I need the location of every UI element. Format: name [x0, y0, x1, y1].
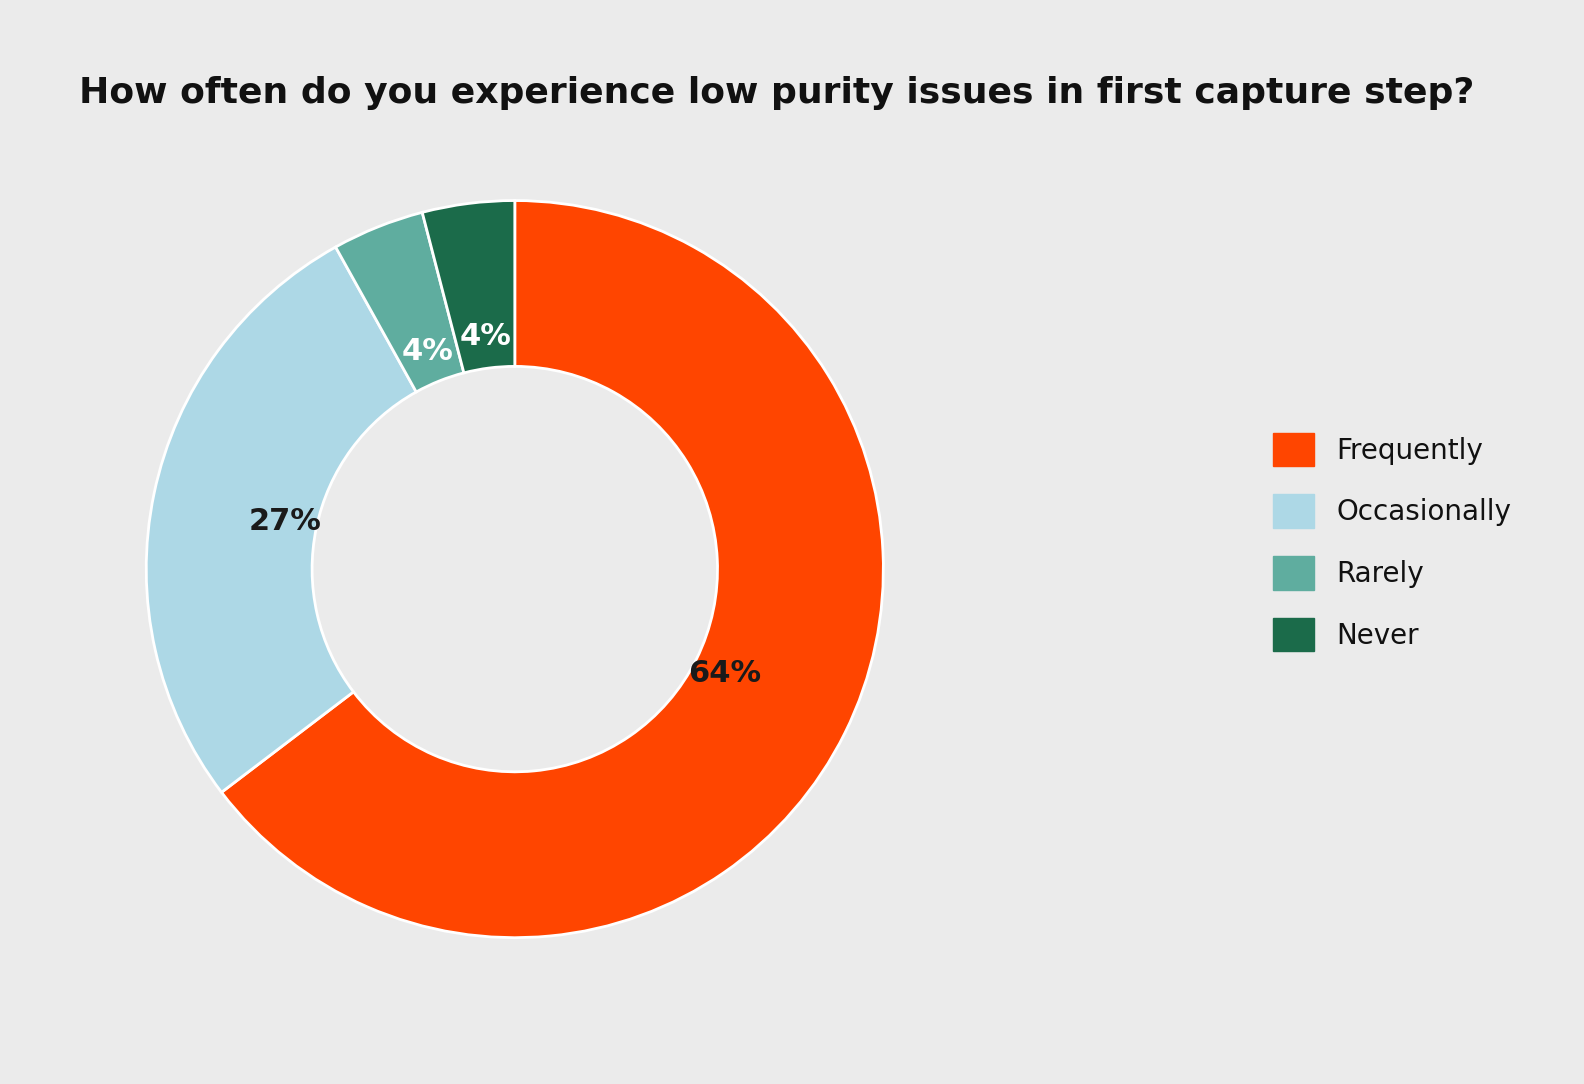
Legend: Frequently, Occasionally, Rarely, Never: Frequently, Occasionally, Rarely, Never [1261, 422, 1522, 662]
Text: 4%: 4% [459, 322, 512, 351]
Wedge shape [146, 247, 417, 792]
Text: 4%: 4% [402, 337, 453, 366]
Text: 64%: 64% [687, 659, 762, 687]
Text: How often do you experience low purity issues in first capture step?: How often do you experience low purity i… [79, 76, 1475, 109]
Wedge shape [336, 212, 464, 392]
Wedge shape [222, 201, 884, 938]
Text: 27%: 27% [249, 506, 322, 535]
Wedge shape [423, 201, 515, 373]
